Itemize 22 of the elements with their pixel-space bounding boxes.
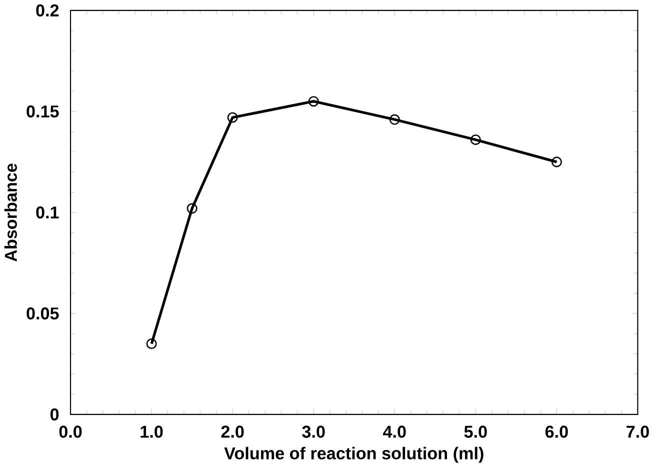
point [146,338,157,349]
point [308,96,319,107]
point [227,112,238,123]
x-tick-label: 0.0 [59,426,82,438]
x-tick-label: 4.0 [383,426,406,438]
x-tick-label: 7.0 [626,426,649,438]
x-tick-label: 1.0 [140,426,163,438]
y-tick-label: 0.2 [36,4,59,16]
point [470,134,481,145]
point [186,203,198,214]
point [551,156,562,168]
y-tick-label: 0.1 [36,206,59,218]
y-axis-title: Absorbance [4,163,17,262]
point [389,114,400,125]
y-tick-label: 0 [50,408,59,420]
y-tick-label: 0.15 [26,105,59,118]
x-tick-label: 3.0 [302,426,325,438]
y-tick-label: 0.05 [26,307,59,320]
x-tick-label: 2.0 [221,426,244,438]
x-tick-label: 5.0 [464,426,487,438]
x-axis-title: Volume of reaction solution (ml) [224,446,484,463]
x-tick-label: 6.0 [545,426,568,438]
